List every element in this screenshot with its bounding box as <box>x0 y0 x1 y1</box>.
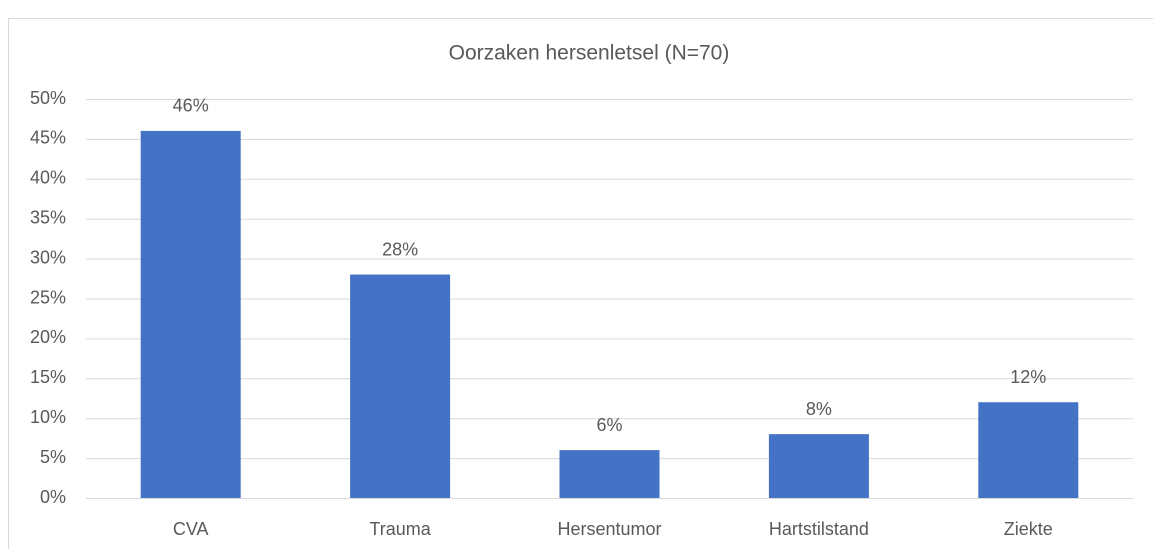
data-label: 28% <box>382 239 418 259</box>
x-tick-label: Trauma <box>369 519 431 539</box>
y-tick-label: 45% <box>30 128 66 148</box>
y-tick-label: 0% <box>40 487 66 507</box>
y-tick-label: 50% <box>30 88 66 108</box>
bar <box>140 130 241 499</box>
data-label: 12% <box>1010 367 1046 387</box>
y-tick-label: 30% <box>30 247 66 267</box>
y-tick-label: 15% <box>30 367 66 387</box>
y-tick-label: 20% <box>30 327 66 347</box>
chart-title: Oorzaken hersenletsel (N=70) <box>449 42 730 65</box>
x-tick-label: Hersentumor <box>557 519 661 539</box>
x-tick-label: CVA <box>173 519 209 539</box>
data-label: 6% <box>596 415 622 435</box>
y-tick-label: 5% <box>40 447 66 467</box>
y-tick-label: 35% <box>30 207 66 227</box>
y-tick-label: 25% <box>30 287 66 307</box>
x-tick-label: Hartstilstand <box>769 519 869 539</box>
bar <box>978 402 1079 498</box>
y-tick-label: 40% <box>30 168 66 188</box>
bar <box>559 450 660 498</box>
data-label: 8% <box>806 399 832 419</box>
bar <box>768 434 869 498</box>
x-tick-label: Ziekte <box>1004 519 1053 539</box>
y-tick-label: 10% <box>30 407 66 427</box>
data-label: 46% <box>173 96 209 116</box>
bar <box>350 274 451 498</box>
